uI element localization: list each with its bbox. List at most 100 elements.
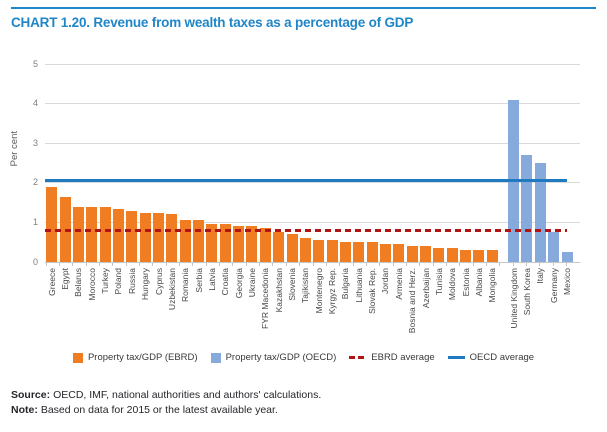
bar-russia — [126, 210, 138, 262]
legend-item-oecd-average: OECD average — [447, 352, 534, 363]
x-label-mongolia: Mongolia — [487, 268, 498, 303]
bar-slovak-rep — [366, 242, 378, 262]
x-axis-tick — [512, 263, 514, 266]
bar-kazakhstan — [273, 232, 285, 262]
x-axis-labels: Greece Egypt Belarus Morocco Turkey Poland Rus… — [45, 266, 580, 354]
legend-item-oecd-series: Property tax/GDP (OECD) — [210, 352, 336, 363]
note-label: Note: — [11, 403, 38, 416]
x-axis-tick — [365, 263, 367, 266]
bar-south-korea — [521, 155, 533, 262]
x-label-ukraine: Ukraine — [246, 268, 257, 298]
bar-tajikistan — [299, 238, 311, 262]
x-label-montenegro: Montenegro — [313, 268, 324, 314]
x-label-fyr-macedonia: FYR Macedonia — [260, 268, 271, 329]
x-axis-tick — [352, 263, 354, 266]
bar-azerbaijan — [420, 246, 431, 262]
x-label-morocco: Morocco — [86, 268, 97, 301]
x-label-armenia: Armenia — [393, 268, 404, 300]
y-tick-label-2: 2 — [32, 177, 38, 188]
x-axis-tick — [459, 263, 461, 266]
x-label-tunisia: Tunisia — [433, 268, 444, 296]
x-axis-tick — [392, 263, 394, 266]
bar-serbia — [193, 220, 205, 262]
legend-item-ebrd-average: EBRD average — [349, 352, 435, 363]
bar-belarus — [72, 206, 84, 262]
x-axis-tick — [165, 263, 167, 266]
x-label-georgia: Georgia — [233, 268, 244, 299]
y-tick-label-5: 5 — [32, 58, 38, 69]
x-label-hungary: Hungary — [140, 268, 151, 301]
x-axis-tick — [539, 263, 541, 266]
bar-bulgaria — [339, 242, 351, 262]
chart-legend: Property tax/GDP (EBRD) Property tax/GDP… — [0, 352, 607, 363]
x-label-greece: Greece — [46, 268, 57, 296]
bar-romania — [179, 220, 191, 262]
bar-bosnia-and-herz — [406, 246, 418, 262]
gridline-3 — [45, 142, 580, 144]
bar-mongolia — [486, 250, 498, 262]
bar-jordan — [379, 244, 391, 262]
x-axis-tick — [245, 263, 247, 266]
x-axis-tick — [112, 263, 114, 266]
oecd-series-swatch — [210, 352, 221, 363]
bar-uzbekistan — [166, 214, 178, 262]
ebrd-average-swatch — [349, 356, 367, 359]
bar-slovenia — [286, 234, 298, 262]
x-axis-tick — [72, 263, 74, 266]
x-label-uzbekistan: Uzbekistan — [166, 268, 177, 311]
x-label-cyprus: Cyprus — [153, 268, 164, 295]
x-label-moldova: Moldova — [447, 268, 458, 301]
gridline-2 — [45, 182, 580, 184]
figure-footer: Source: OECD, IMF, national authorities a… — [11, 388, 601, 417]
bar-hungary — [139, 212, 151, 262]
bar-greece — [46, 186, 58, 262]
x-axis-tick — [285, 263, 287, 266]
bar-morocco — [86, 206, 98, 262]
x-label-jordan: Jordan — [380, 268, 391, 294]
bar-georgia — [233, 226, 245, 262]
y-tick-label-4: 4 — [32, 98, 38, 109]
bar-montenegro — [313, 240, 325, 262]
x-label-lithuania: Lithuania — [353, 268, 364, 303]
bar-moldova — [446, 248, 458, 262]
x-axis-tick — [325, 263, 327, 266]
x-label-latvia: Latvia — [206, 268, 217, 291]
x-axis-tick — [219, 263, 221, 266]
bar-tunisia — [433, 248, 445, 262]
x-label-serbia: Serbia — [193, 268, 204, 293]
y-axis-label: Per cent — [9, 131, 20, 167]
x-axis-tick — [58, 263, 60, 266]
gridline-4 — [45, 103, 580, 105]
x-axis-tick — [526, 263, 528, 266]
x-label-poland: Poland — [113, 268, 124, 295]
x-label-tajikistan: Tajikistan — [300, 268, 311, 303]
x-label-kyrgyz-rep: Kyrgyz Rep. — [327, 268, 338, 315]
note-text: Based on data for 2015 or the latest ava… — [40, 403, 278, 416]
y-tick-label-1: 1 — [32, 216, 38, 227]
x-axis-tick — [125, 263, 127, 266]
legend-label: EBRD average — [371, 352, 435, 363]
x-axis-tick — [299, 263, 301, 266]
bar-kyrgyz-rep — [326, 240, 338, 262]
x-axis-tick — [379, 263, 381, 266]
x-axis-tick — [432, 263, 434, 266]
x-axis-tick — [85, 263, 87, 266]
x-axis-tick — [339, 263, 341, 266]
source-text: OECD, IMF, national authorities and auth… — [53, 389, 322, 401]
bar-ukraine — [246, 226, 258, 262]
x-label-kazakhstan: Kazakhstan — [273, 268, 284, 313]
chart-plot-area — [45, 63, 580, 266]
bar-cyprus — [153, 212, 164, 262]
x-axis-tick — [259, 263, 261, 266]
note-line: Note: Based on data for 2015 or the lates… — [11, 403, 601, 418]
x-axis-tick — [566, 263, 568, 266]
x-label-belarus: Belarus — [73, 268, 84, 297]
x-axis-tick — [486, 263, 488, 266]
bar-croatia — [219, 224, 231, 262]
bar-armenia — [393, 244, 405, 262]
x-label-bulgaria: Bulgaria — [340, 268, 351, 300]
x-axis-tick — [499, 263, 501, 266]
bar-poland — [112, 208, 124, 262]
reference-line-ebrd-average — [45, 228, 567, 232]
x-label-bosnia-and-herz: Bosnia and Herz. — [407, 268, 418, 334]
